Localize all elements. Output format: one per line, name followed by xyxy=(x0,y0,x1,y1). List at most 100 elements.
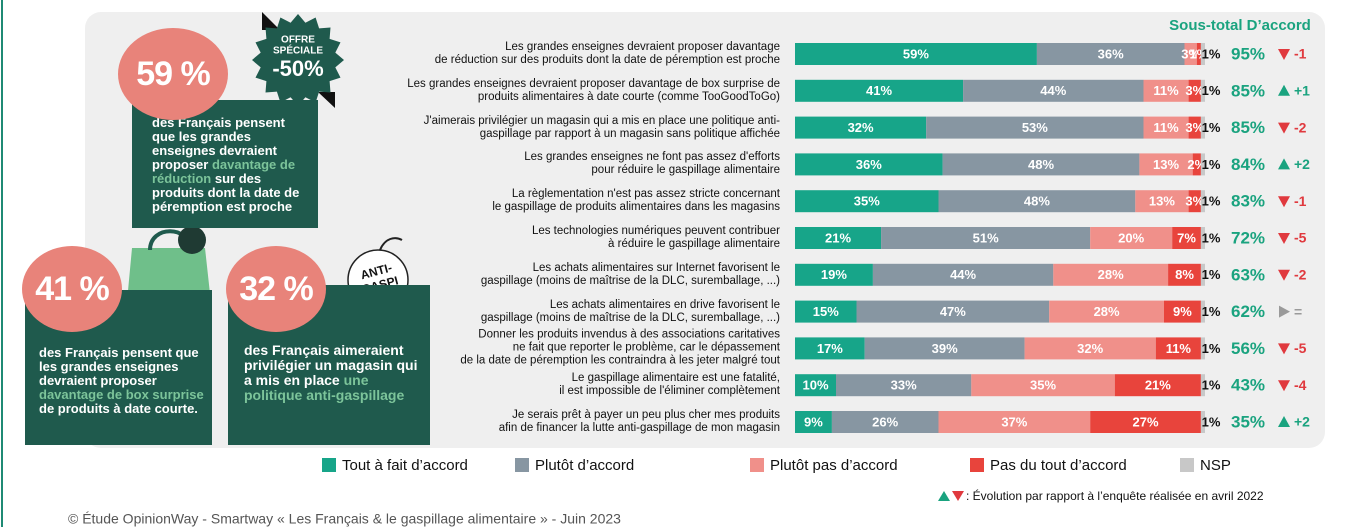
evolution-label: -5 xyxy=(1294,340,1307,356)
evolution-label: -1 xyxy=(1294,46,1307,62)
legend-label: Plutôt pas d’accord xyxy=(770,457,898,474)
legend-label: NSP xyxy=(1200,457,1231,474)
legend-swatch xyxy=(970,458,984,472)
evolution-arrow xyxy=(1278,380,1290,392)
bar-segment xyxy=(1200,153,1205,176)
value-label: 3% xyxy=(1181,46,1200,61)
bar-segment xyxy=(795,116,927,139)
value-label: 13% xyxy=(1149,194,1175,209)
evolution-label: -2 xyxy=(1294,267,1307,283)
value-label: 1% xyxy=(1202,194,1221,209)
note-down xyxy=(952,491,964,501)
value-label: 9% xyxy=(1173,304,1192,319)
row-label: Je serais prêt à payer un peu plus cher … xyxy=(498,409,780,434)
value-label: 1% xyxy=(1202,267,1221,282)
evolution-arrow xyxy=(1278,158,1290,170)
evolution-arrow xyxy=(1278,416,1290,427)
evolution-label: -4 xyxy=(1294,377,1307,393)
bar-segment xyxy=(831,411,939,433)
subtotal-title: Sous-total D’accord xyxy=(1169,17,1311,34)
bar-segment xyxy=(938,411,1091,433)
badge-corner xyxy=(262,12,280,30)
legend-label: Pas du tout d’accord xyxy=(990,457,1127,474)
legend-label: Tout à fait d’accord xyxy=(342,457,468,474)
value-label: 35% xyxy=(854,194,880,209)
bar-segment xyxy=(1164,300,1201,323)
value-label: 36% xyxy=(1098,46,1124,61)
value-label: 59% xyxy=(903,46,929,61)
bag-leaf xyxy=(178,226,206,254)
bar-segment xyxy=(1135,190,1189,213)
panel-text: des Français pensent que les grandes ens… xyxy=(152,115,285,172)
value-label: 48% xyxy=(1024,194,1050,209)
evolution-label: -5 xyxy=(1294,230,1307,246)
bar-segment xyxy=(795,43,1037,65)
bar-segment xyxy=(1024,337,1156,360)
row-label: Les grandes enseignes devraient proposer… xyxy=(434,41,780,66)
value-label: 1% xyxy=(1202,157,1221,172)
bar-segment xyxy=(1200,190,1205,213)
value-label: 17% xyxy=(817,341,843,356)
bar-segment xyxy=(926,116,1144,139)
evolution-arrow xyxy=(1278,122,1290,134)
value-label: 11% xyxy=(1166,341,1192,356)
value-label: 15% xyxy=(813,304,839,319)
bar-segment xyxy=(1049,300,1164,323)
evolution-arrow xyxy=(1278,233,1290,244)
value-label: 36% xyxy=(856,157,882,172)
value-label: 1% xyxy=(1202,341,1221,356)
bar-segment xyxy=(1139,153,1193,176)
panel: des Français pensent que les grandes ens… xyxy=(132,100,318,228)
value-label: 3% xyxy=(1185,83,1204,98)
evolution-arrow xyxy=(1278,196,1290,208)
evolution-arrow xyxy=(1278,49,1290,60)
value-label: 20% xyxy=(1118,230,1144,245)
bar-segment xyxy=(963,79,1144,102)
row-label: Le gaspillage alimentaire est une fatali… xyxy=(559,372,780,398)
badge-corner xyxy=(318,92,335,108)
value-label: 33% xyxy=(891,378,917,393)
panel-highlight: davantage de box surprise xyxy=(39,387,204,402)
legend-swatch xyxy=(1180,458,1194,472)
value-label: 1% xyxy=(1202,120,1221,135)
row-label: La règlementation n'est pas assez strict… xyxy=(492,188,780,214)
value-label: 26% xyxy=(872,414,898,429)
row-label: Les grandes enseignes ne font pas assez … xyxy=(524,151,780,177)
bar-segment xyxy=(856,300,1050,323)
bar-segment xyxy=(942,153,1140,176)
row-label: Les achats alimentaires sur Internet fav… xyxy=(480,261,780,287)
value-label: 47% xyxy=(940,304,966,319)
bar-segment xyxy=(938,190,1136,213)
bar-segment xyxy=(881,227,1091,249)
value-label: 28% xyxy=(1094,304,1120,319)
bar-segment xyxy=(795,190,939,213)
bar-segment xyxy=(1053,263,1169,286)
value-label: 32% xyxy=(848,120,874,135)
bar-segment xyxy=(1168,263,1201,286)
badge-text: OFFRE xyxy=(281,35,315,46)
bar-segment xyxy=(1196,43,1201,65)
value-label: 11% xyxy=(1153,83,1179,98)
value-label: 53% xyxy=(1022,120,1048,135)
value-label: 13% xyxy=(1153,157,1179,172)
legend-swatch xyxy=(322,458,336,472)
bar-segment xyxy=(1184,43,1197,65)
figure-bubble: 59 % xyxy=(118,28,228,120)
bar-segment xyxy=(1188,79,1201,102)
subtotal-label: 95% xyxy=(1231,44,1265,63)
value-label: 21% xyxy=(825,230,851,245)
evolution-arrow xyxy=(1278,343,1290,355)
row-label: Donner les produits invendus à des assoc… xyxy=(460,328,780,367)
panel-highlight: une politique anti-gaspillage xyxy=(244,372,405,403)
value-label: 48% xyxy=(1028,157,1054,172)
bar-segment xyxy=(1200,411,1205,433)
evolution-label: +2 xyxy=(1294,414,1310,430)
badge-text: SPÉCIALE xyxy=(273,44,323,57)
subtotal-label: 35% xyxy=(1231,412,1265,431)
figure-bubble: 32 % xyxy=(226,246,326,332)
row-label: Les technologies numériques peuvent cont… xyxy=(531,225,780,250)
evolution-arrow xyxy=(1278,269,1290,281)
evolution-arrow xyxy=(1279,305,1290,318)
value-label: 7% xyxy=(1177,230,1196,245)
